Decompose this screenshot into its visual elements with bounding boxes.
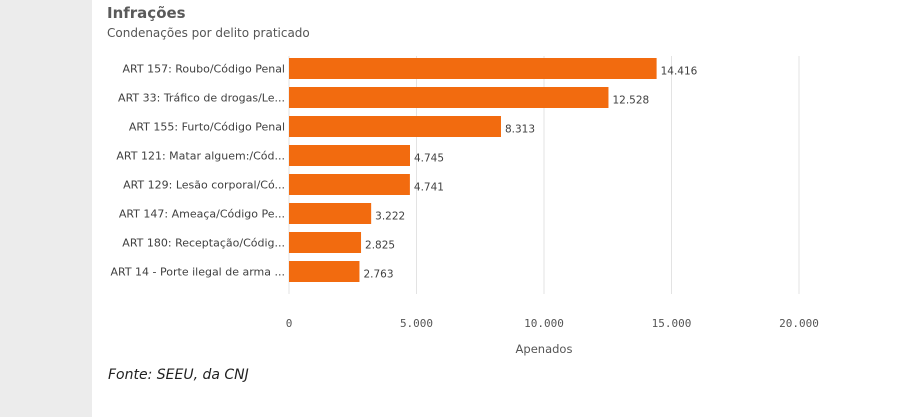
chart-subtitle: Condenações por delito praticado bbox=[107, 26, 310, 40]
x-tick-label: 0 bbox=[286, 317, 293, 330]
value-label: 8.313 bbox=[505, 124, 535, 136]
category-label: ART 155: Furto/Código Penal bbox=[129, 121, 285, 134]
chart-title: Infrações bbox=[107, 4, 186, 22]
value-label: 4.745 bbox=[414, 153, 444, 165]
bar[interactable] bbox=[289, 203, 372, 224]
category-label: ART 33: Tráfico de drogas/Le... bbox=[118, 92, 285, 105]
category-label: ART 147: Ameaça/Código Pe... bbox=[119, 208, 285, 221]
category-label: ART 121: Matar alguem:/Cód... bbox=[116, 150, 285, 163]
bar[interactable] bbox=[289, 174, 410, 195]
bar[interactable] bbox=[289, 87, 609, 108]
category-label: ART 129: Lesão corporal/Có... bbox=[123, 179, 285, 192]
bars bbox=[289, 58, 657, 282]
bar[interactable] bbox=[289, 261, 360, 282]
x-tick-label: 20.000 bbox=[779, 317, 819, 330]
category-label: ART 14 - Porte ilegal de arma ... bbox=[110, 266, 285, 279]
x-tick-label: 10.000 bbox=[524, 317, 564, 330]
bar[interactable] bbox=[289, 232, 362, 253]
x-tick-label: 5.000 bbox=[400, 317, 433, 330]
value-label: 12.528 bbox=[612, 95, 649, 107]
category-label: ART 180: Receptação/Códig... bbox=[122, 237, 285, 250]
value-label: 4.741 bbox=[414, 182, 444, 194]
bar[interactable] bbox=[289, 145, 410, 166]
value-label: 14.416 bbox=[661, 66, 698, 78]
x-axis-title: Apenados bbox=[516, 342, 573, 356]
value-label: 3.222 bbox=[375, 211, 405, 223]
bar[interactable] bbox=[289, 116, 501, 137]
value-label: 2.825 bbox=[365, 240, 395, 252]
x-tick-label: 15.000 bbox=[652, 317, 692, 330]
bar[interactable] bbox=[289, 58, 657, 79]
value-label: 2.763 bbox=[363, 269, 393, 281]
labels: 0 5.000 10.000 15.000 20.000 ART 157: Roubo/C… bbox=[110, 63, 818, 331]
source-note: Fonte: SEEU, da CNJ bbox=[108, 367, 249, 383]
category-label: ART 157: Roubo/Código Penal bbox=[123, 63, 286, 76]
